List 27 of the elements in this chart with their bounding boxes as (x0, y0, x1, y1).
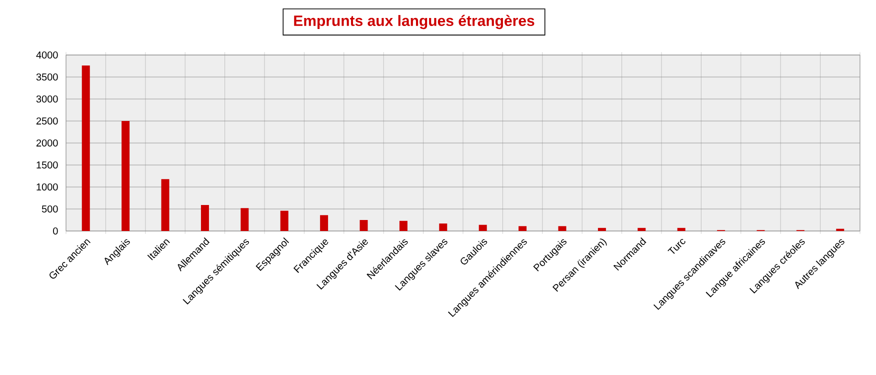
y-tick-label: 2000 (36, 139, 58, 147)
bar (677, 228, 686, 231)
bar (280, 210, 288, 231)
bar (82, 66, 90, 231)
y-tick-label: 1000 (36, 183, 58, 191)
bar (638, 228, 646, 231)
bar (518, 226, 527, 231)
chart-title: Emprunts aux langues étrangères (294, 14, 534, 30)
x-tick-label: Turc (668, 238, 686, 254)
bar (320, 215, 328, 231)
bar (240, 208, 249, 231)
bar (161, 179, 170, 231)
bar (122, 120, 130, 231)
bar (200, 205, 209, 231)
y-tick-label: 500 (42, 205, 58, 213)
bar (399, 220, 408, 231)
y-tick-label: 1500 (36, 161, 58, 169)
bar (439, 224, 448, 231)
bar (598, 228, 606, 231)
y-tick-label: 0 (53, 227, 58, 235)
y-tick-label: 3000 (36, 95, 58, 103)
bar (360, 220, 368, 231)
y-tick-label: 4000 (36, 51, 58, 59)
bar (478, 224, 487, 231)
y-tick-label: 3500 (36, 73, 58, 81)
bar (558, 226, 566, 231)
y-tick-label: 2500 (36, 117, 58, 125)
